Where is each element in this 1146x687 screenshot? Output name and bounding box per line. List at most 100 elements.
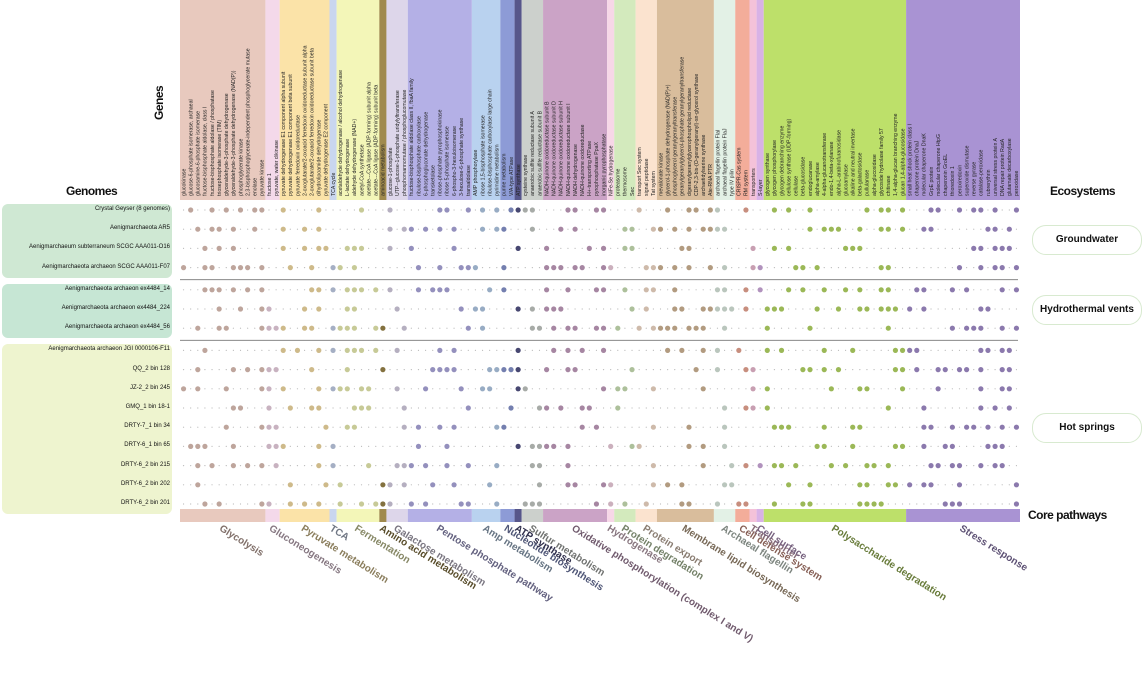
gene-absent-dot <box>780 228 783 230</box>
gene-absent-dot <box>994 388 996 390</box>
gene-absent-dot <box>439 247 441 249</box>
gene-present-dot <box>259 463 265 469</box>
gene-absent-dot <box>560 465 562 467</box>
gene-absent-dot <box>296 503 299 505</box>
gene-present-dot <box>487 287 493 293</box>
gene-present-dot <box>714 347 721 353</box>
gene-absent-dot <box>652 503 654 505</box>
gene-absent-dot <box>574 445 576 447</box>
gene-absent-dot <box>695 388 697 390</box>
gene-present-dot <box>999 325 1005 331</box>
gene-absent-dot <box>1008 503 1010 505</box>
gene-absent-dot <box>474 388 477 390</box>
gene-label: molecular chaperone HtpG <box>936 134 942 196</box>
gene-absent-dot <box>424 349 427 351</box>
gene-present-dot <box>330 287 336 293</box>
gene-absent-dot <box>659 247 662 249</box>
gene-present-dot <box>857 482 863 488</box>
gene-absent-dot <box>453 445 455 447</box>
gene-present-dot <box>202 265 208 271</box>
gene-absent-dot <box>852 228 854 230</box>
gene-present-dot <box>287 482 293 488</box>
gene-absent-dot <box>239 327 242 329</box>
gene-absent-dot <box>503 484 505 486</box>
gene-present-dot <box>1013 424 1020 430</box>
gene-absent-dot <box>667 407 669 409</box>
gene-present-dot <box>422 463 429 469</box>
gene-present-dot <box>515 306 521 312</box>
gene-absent-dot <box>844 369 847 371</box>
gene-absent-dot <box>645 484 647 486</box>
gene-absent-dot <box>410 445 412 447</box>
gene-absent-dot <box>759 426 761 428</box>
gene-absent-dot <box>894 503 897 505</box>
gene-absent-dot <box>866 267 868 269</box>
gene-present-dot <box>522 386 528 392</box>
gene-absent-dot <box>802 327 804 329</box>
genomes-header: Genomes <box>66 184 118 198</box>
gene-present-dot <box>850 347 856 353</box>
gene-absent-dot <box>204 484 206 486</box>
gene-absent-dot <box>617 503 619 505</box>
gene-present-dot <box>593 287 600 293</box>
gene-present-dot <box>786 287 792 293</box>
gene-absent-dot <box>688 465 690 467</box>
gene-absent-dot <box>524 267 526 269</box>
gene-label: catalase-peroxidase <box>979 149 985 196</box>
gene-present-dot <box>721 325 728 331</box>
gene-absent-dot <box>595 407 598 409</box>
gene-absent-dot <box>446 407 448 409</box>
gene-absent-dot <box>204 388 206 390</box>
gene-absent-dot <box>681 289 683 291</box>
gene-absent-dot <box>951 484 953 486</box>
gene-present-dot <box>714 287 721 293</box>
gene-absent-dot <box>375 445 377 447</box>
gene-absent-dot <box>702 267 704 269</box>
gene-present-dot <box>729 306 735 312</box>
gene-absent-dot <box>439 503 441 505</box>
gene-absent-dot <box>951 267 953 269</box>
gene-present-dot <box>565 347 571 353</box>
gene-present-dot <box>316 287 322 293</box>
gene-absent-dot <box>766 228 768 230</box>
gene-present-dot <box>294 347 301 353</box>
gene-absent-dot <box>709 247 711 249</box>
gene-present-dot <box>344 386 350 392</box>
gene-absent-dot <box>773 484 776 486</box>
gene-absent-dot <box>645 407 647 409</box>
gene-absent-dot <box>553 465 555 467</box>
gene-present-dot <box>992 245 998 251</box>
gene-absent-dot <box>909 267 911 269</box>
gene-absent-dot <box>190 484 192 486</box>
gene-absent-dot <box>930 407 932 409</box>
gene-absent-dot <box>731 247 733 249</box>
gene-absent-dot <box>873 209 875 211</box>
gene-present-dot <box>351 405 358 411</box>
gene-absent-dot <box>723 349 726 351</box>
gene-present-dot <box>750 405 756 411</box>
gene-absent-dot <box>282 426 284 428</box>
gene-absent-dot <box>410 407 412 409</box>
gene-absent-dot <box>453 503 455 505</box>
gene-absent-dot <box>204 228 206 230</box>
gene-present-dot <box>237 207 244 213</box>
gene-absent-dot <box>802 349 804 351</box>
gene-label: beta-glucosidase <box>801 157 807 196</box>
gene-absent-dot <box>396 289 398 291</box>
gene-present-dot <box>629 245 635 251</box>
gene-absent-dot <box>474 484 477 486</box>
gene-absent-dot <box>852 484 854 486</box>
gene-present-dot <box>358 347 365 353</box>
gene-present-dot <box>949 424 955 430</box>
gene-absent-dot <box>197 503 199 505</box>
gene-absent-dot <box>232 503 234 505</box>
gene-absent-dot <box>553 407 555 409</box>
gene-absent-dot <box>581 209 583 211</box>
gene-absent-dot <box>916 267 918 269</box>
pathway-band <box>386 0 408 200</box>
gene-absent-dot <box>268 289 270 291</box>
gene-absent-dot <box>859 327 861 329</box>
gene-present-dot <box>899 207 906 213</box>
gene-absent-dot <box>197 247 199 249</box>
gene-absent-dot <box>510 503 512 505</box>
